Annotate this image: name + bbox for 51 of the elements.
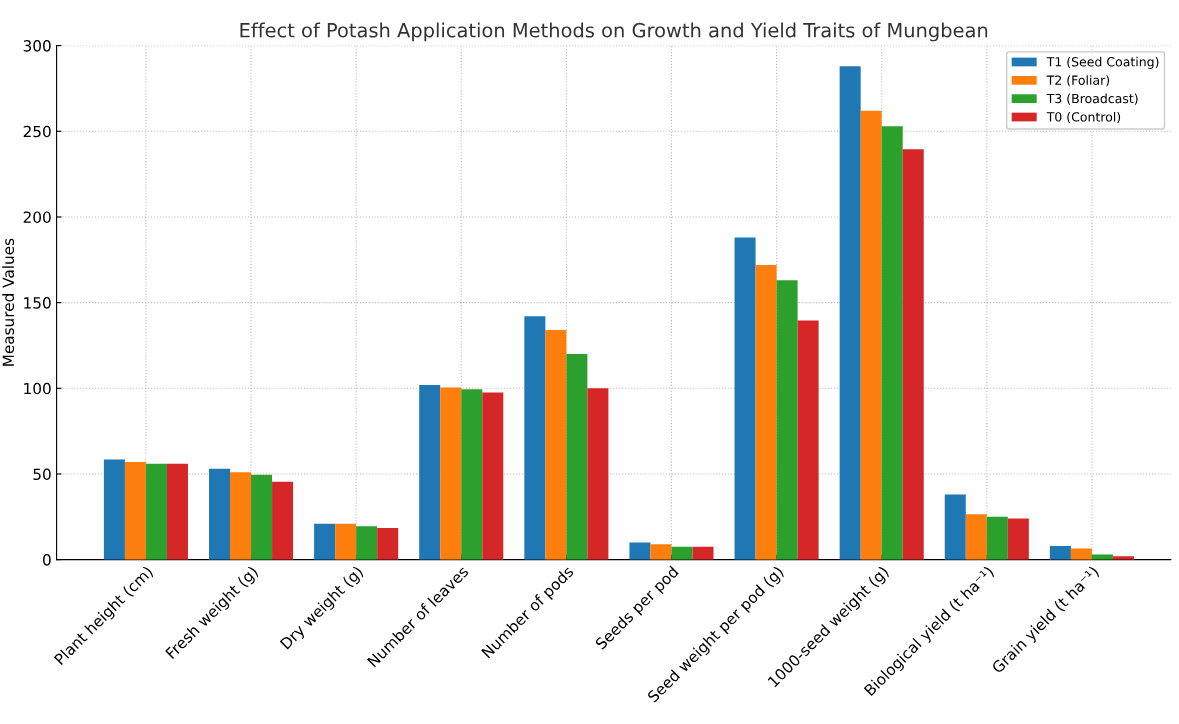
bar (524, 316, 546, 560)
legend-label: T3 (Broadcast) (1046, 93, 1138, 105)
y-tick-label: 50 (33, 468, 51, 480)
y-tick-label: 300 (23, 40, 51, 52)
legend-label: T1 (Seed Coating) (1046, 56, 1159, 69)
bar (145, 463, 167, 560)
y-tick-label: 150 (24, 297, 51, 309)
bar (251, 474, 273, 560)
bar (734, 237, 756, 560)
bar (440, 387, 462, 560)
bar (377, 527, 399, 560)
bar (482, 392, 504, 560)
bar (314, 523, 336, 560)
bar (839, 66, 861, 560)
y-tick-label: 200 (23, 211, 51, 223)
bar (1070, 548, 1092, 560)
legend-label: T2 (Foliar) (1046, 75, 1110, 87)
bar (671, 546, 693, 560)
chart-title: Effect of Potash Application Methods on Growth and Yield Traits of Mungbean (240, 22, 988, 42)
bar (124, 461, 146, 560)
bar (860, 110, 882, 560)
bar (209, 468, 231, 560)
bar (335, 523, 357, 560)
bar (650, 544, 672, 560)
y-axis-title: Measured Values (2, 238, 15, 366)
bar (419, 384, 441, 560)
y-tick-label: 100 (24, 382, 51, 395)
bar (629, 542, 651, 560)
bar (272, 481, 294, 560)
bar (797, 320, 819, 560)
bar (103, 459, 125, 560)
bar (1007, 518, 1029, 560)
bar (755, 264, 777, 560)
y-tick-label: 0 (43, 554, 51, 566)
bar (776, 280, 798, 560)
bar (566, 354, 588, 560)
bar (587, 388, 609, 560)
y-tick-label: 250 (23, 125, 51, 138)
bar (356, 526, 378, 560)
bar (902, 149, 924, 560)
legend-label: T0 (Control) (1046, 111, 1121, 124)
bar (944, 494, 966, 560)
bar (881, 126, 903, 560)
bar (545, 330, 567, 560)
bar (1049, 545, 1071, 560)
bar (230, 472, 252, 560)
bar (461, 389, 483, 560)
bar (166, 463, 188, 560)
bar (986, 516, 1008, 560)
bar (692, 546, 714, 560)
bar (965, 514, 987, 560)
